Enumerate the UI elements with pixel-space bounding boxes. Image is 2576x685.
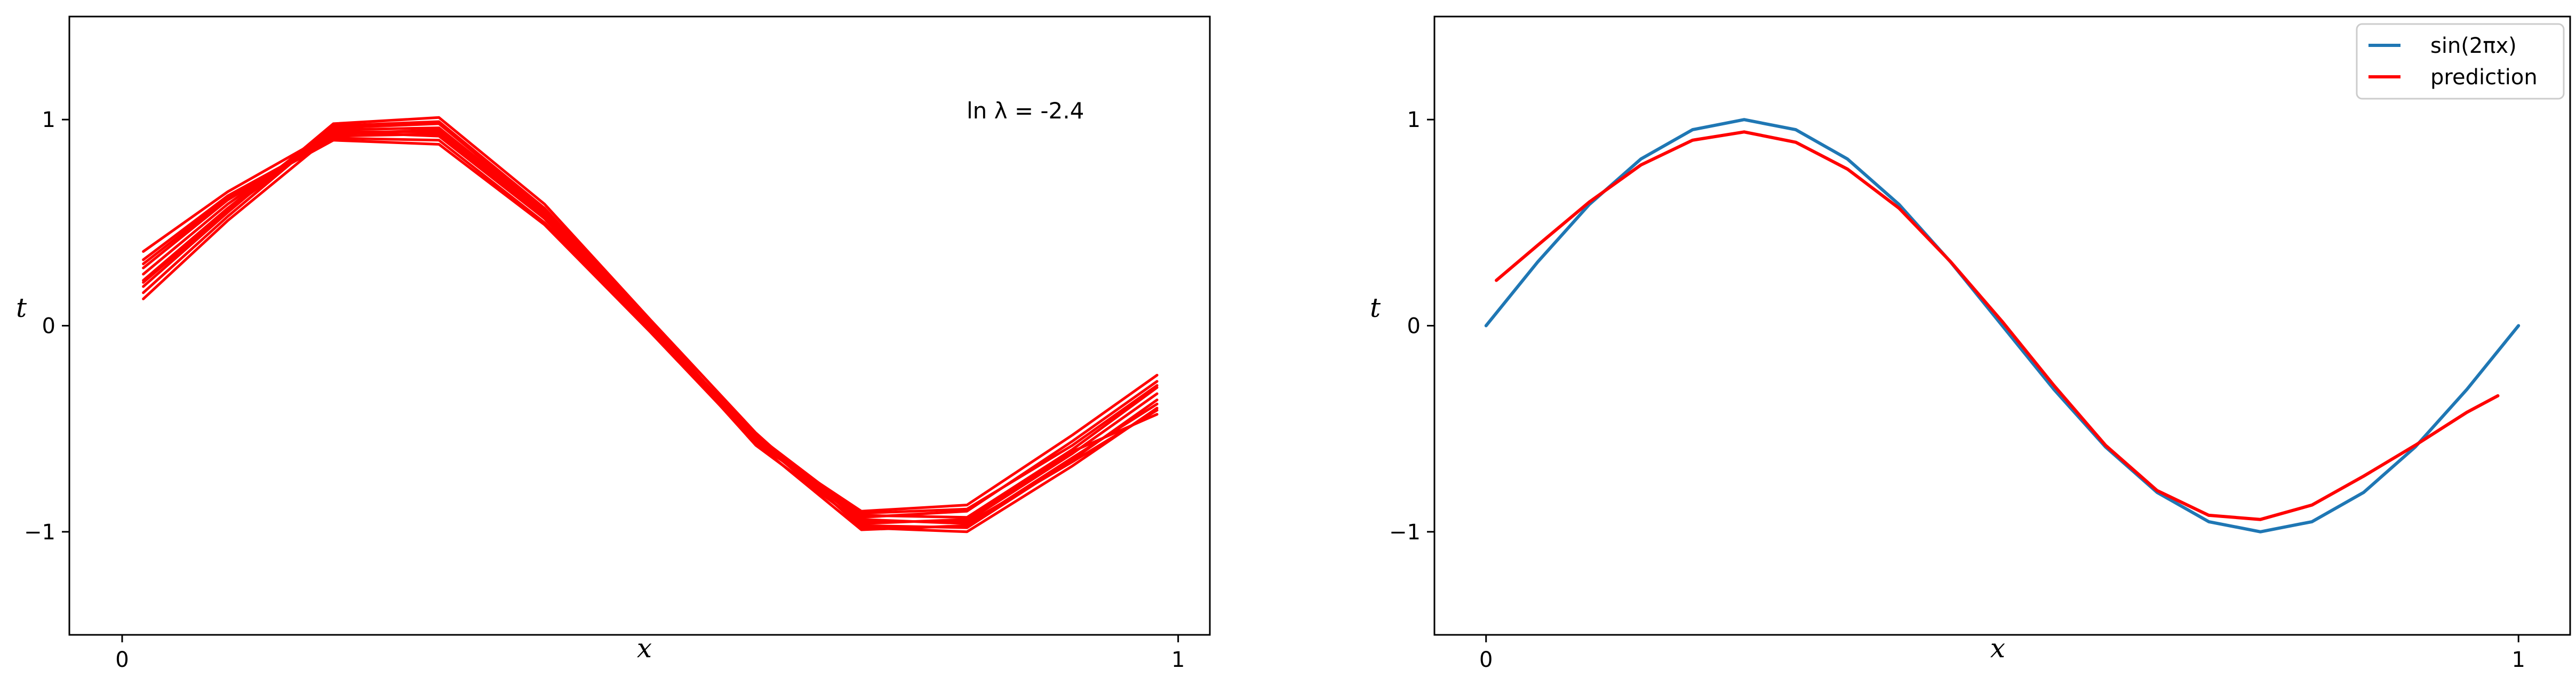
left-xtick-label: 1 <box>1171 648 1185 672</box>
left-annotation: ln λ = -2.4 <box>967 98 1084 124</box>
left-xtick-label: 0 <box>115 648 129 672</box>
right-series-0-line <box>1484 118 2521 533</box>
left-series-9-line <box>142 130 1159 525</box>
right-series-group <box>1484 118 2521 533</box>
right-ylabel: t <box>1370 292 1381 323</box>
left-chart-panel: 0 1 −1 0 1 ln λ = -2.4 x t <box>16 15 1211 672</box>
left-ytick-label: −1 <box>24 520 55 545</box>
right-chart-panel: 0 1 −1 0 1 x t sin(2πx) prediction <box>1370 15 2571 672</box>
right-ticks-group: 0 1 −1 0 1 <box>1389 108 2525 672</box>
right-ytick-label: −1 <box>1389 520 1421 545</box>
left-ytick-label: 1 <box>42 108 55 132</box>
right-xtick-label: 1 <box>2512 648 2525 672</box>
left-ticks-group: 0 1 −1 0 1 <box>24 108 1185 672</box>
left-ytick-label: 0 <box>42 314 55 339</box>
legend: sin(2πx) prediction <box>2356 23 2565 100</box>
right-ytick-label: 0 <box>1407 314 1421 339</box>
left-ylabel: t <box>16 292 27 323</box>
legend-box <box>2356 23 2565 100</box>
right-ytick-label: 1 <box>1407 108 1421 132</box>
legend-label-sin: sin(2πx) <box>2430 34 2517 58</box>
left-series-group <box>142 116 1159 533</box>
left-xlabel: x <box>637 633 652 664</box>
right-xtick-label: 0 <box>1479 648 1493 672</box>
right-xlabel: x <box>1990 633 2005 664</box>
left-series-7-line <box>142 129 1159 525</box>
right-series-1-line <box>1495 130 2500 521</box>
legend-label-prediction: prediction <box>2430 65 2538 90</box>
left-series-5-line <box>142 116 1159 533</box>
